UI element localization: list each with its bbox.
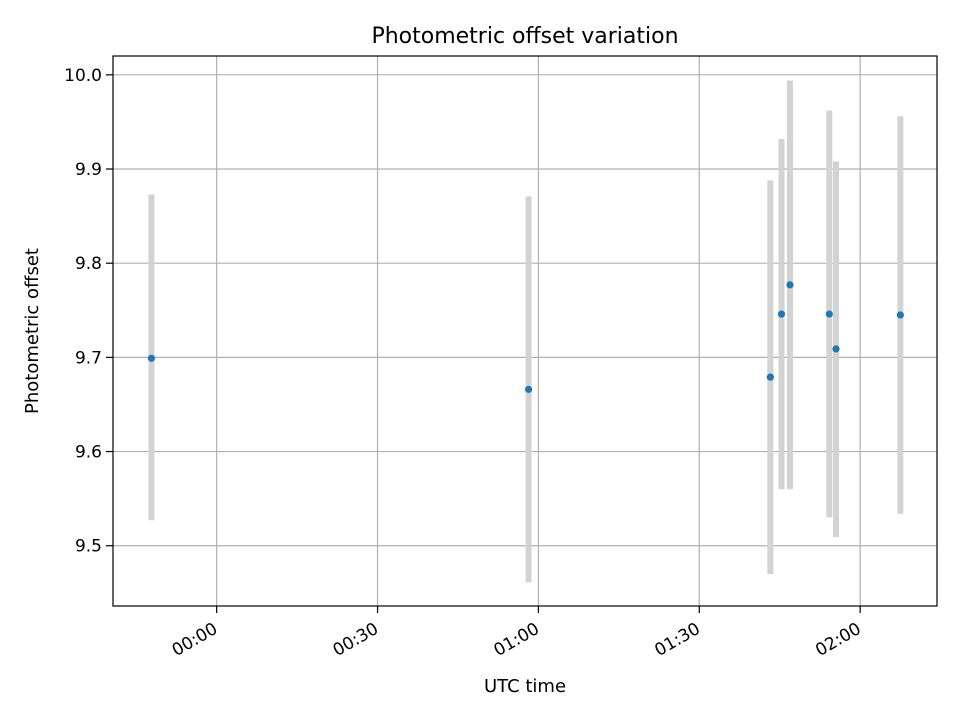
- y-tick-label: 9.5: [75, 537, 102, 557]
- y-axis-ticks: 9.5 9.6 9.7 9.8 9.9 10.0: [64, 66, 113, 557]
- data-point: [786, 281, 794, 289]
- data-point: [147, 354, 156, 362]
- y-tick-label: 9.7: [75, 348, 102, 368]
- y-tick-label: 9.8: [75, 254, 102, 274]
- y-tick-label: 10.0: [64, 66, 102, 86]
- y-tick-label: 9.6: [75, 443, 102, 463]
- data-point: [766, 373, 774, 381]
- chart-title: Photometric offset variation: [371, 24, 678, 49]
- x-axis-label: UTC time: [484, 676, 566, 697]
- plot-frame: [112, 55, 938, 607]
- y-axis-label: Photometric offset: [22, 248, 43, 414]
- data-point: [524, 385, 533, 393]
- y-tick-label: 9.9: [75, 160, 102, 180]
- data-point: [832, 345, 840, 353]
- data-point: [777, 310, 786, 318]
- data-points: [147, 281, 904, 393]
- data-point: [825, 310, 833, 318]
- grid: [113, 56, 937, 606]
- data-point: [896, 311, 904, 319]
